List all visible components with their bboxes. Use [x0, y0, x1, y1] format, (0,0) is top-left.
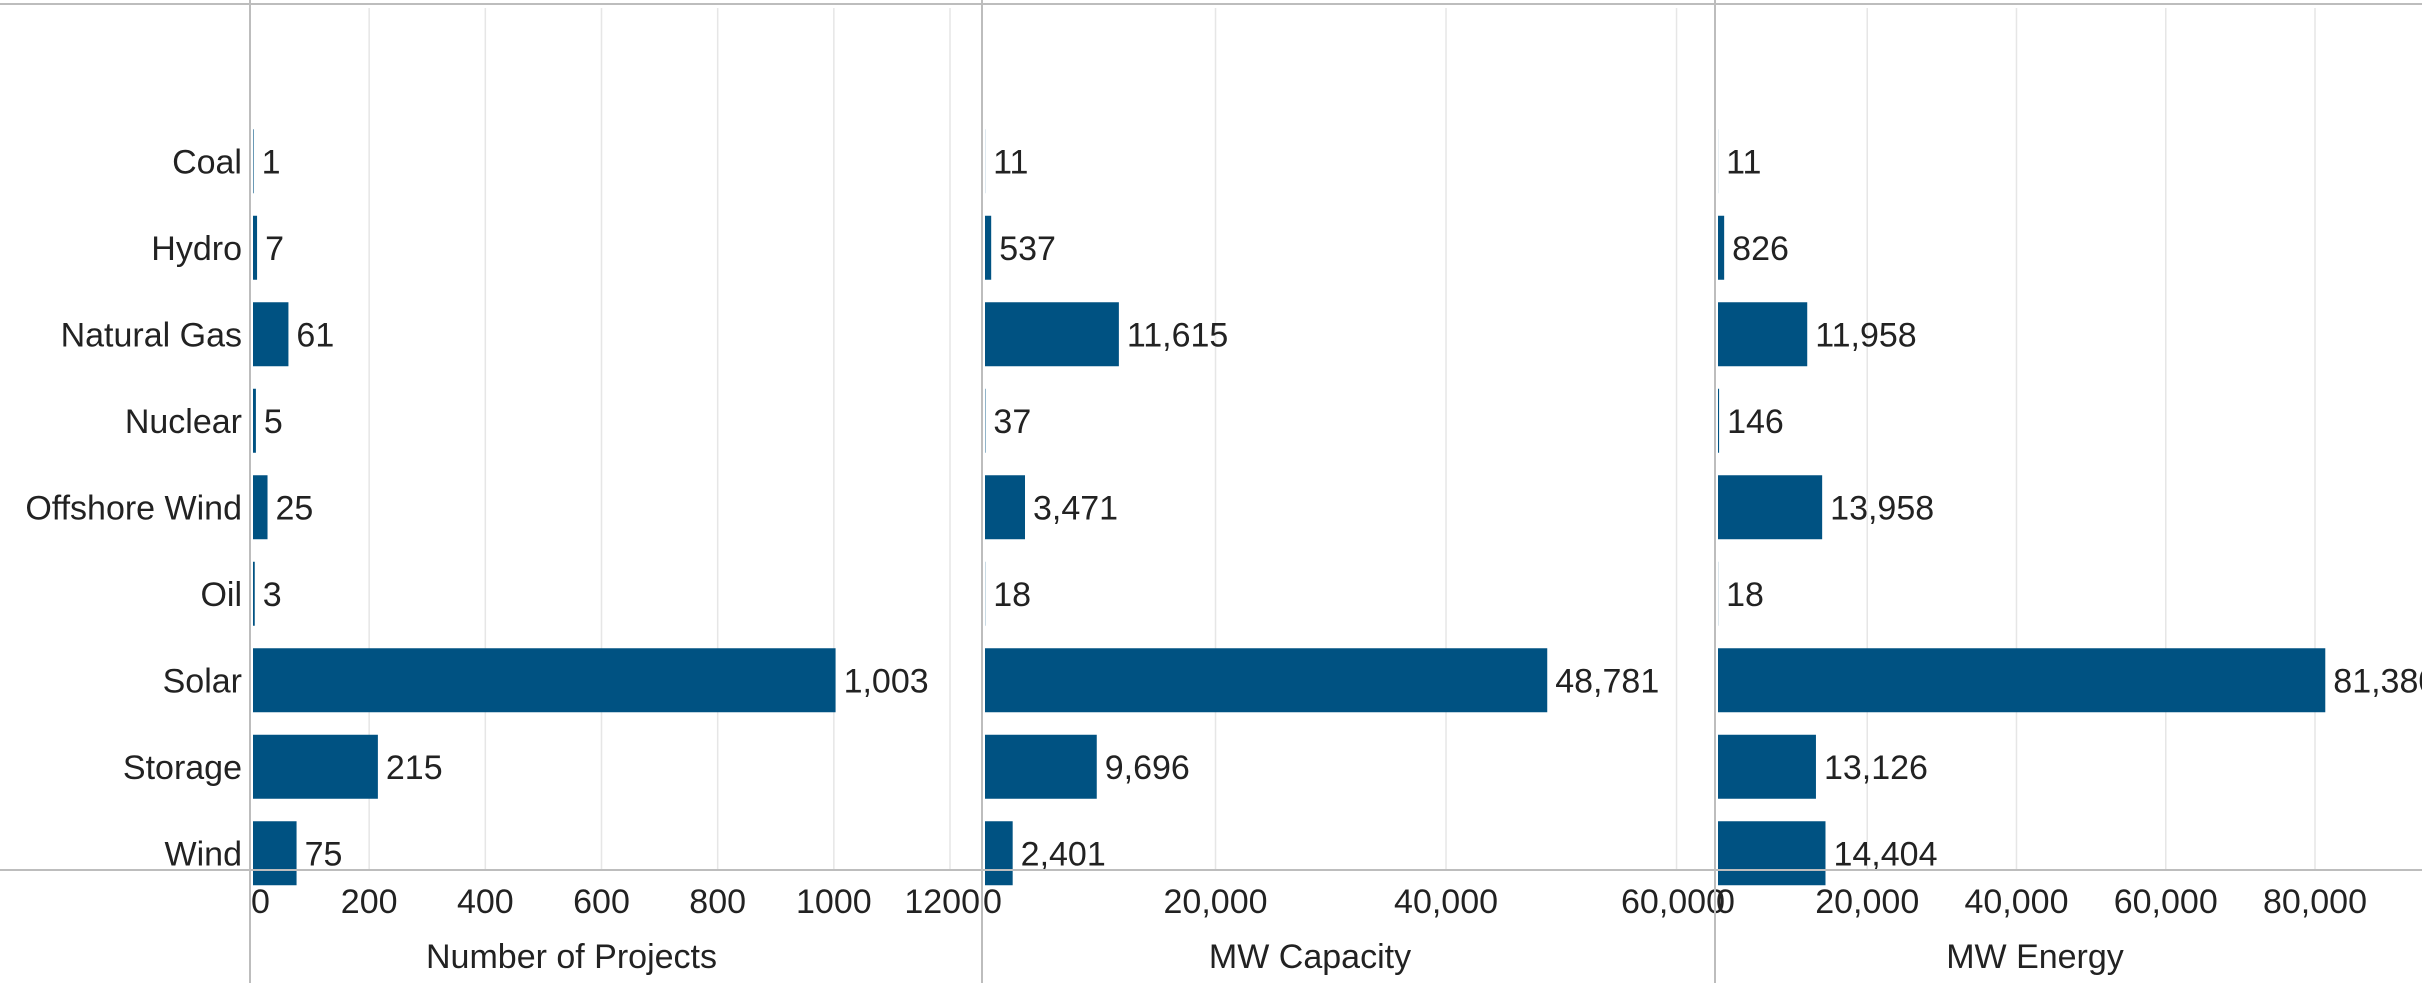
- value-label: 14,404: [1833, 835, 1937, 873]
- category-label: Coal: [172, 143, 242, 181]
- value-label: 13,126: [1824, 749, 1928, 787]
- value-label: 146: [1727, 403, 1784, 441]
- tick-label: 0: [983, 883, 1002, 921]
- bar-natural-gas: [253, 302, 288, 366]
- bar-oil: [253, 562, 255, 626]
- value-label: 2,401: [1021, 835, 1106, 873]
- bar-solar: [1718, 648, 2325, 712]
- tick-label: 60,000: [1621, 883, 1725, 921]
- tick-label: 200: [341, 883, 398, 921]
- bar-natural-gas: [1718, 302, 1807, 366]
- bar-natural-gas: [985, 302, 1119, 366]
- bar-storage: [985, 735, 1097, 799]
- bar-solar: [985, 648, 1547, 712]
- value-label: 13,958: [1830, 489, 1934, 527]
- value-label: 81,380: [2333, 662, 2422, 700]
- value-label: 9,696: [1105, 749, 1190, 787]
- tick-label: 800: [689, 883, 746, 921]
- value-label: 5: [264, 403, 283, 441]
- chart-panel-3: 11 826 11,958 146 13,958 18 81,380 13,126 14,404…: [1716, 8, 2422, 976]
- tick-label: 40,000: [1964, 883, 2068, 921]
- bar-hydro: [985, 216, 991, 280]
- tick-label: 20,000: [1164, 883, 1268, 921]
- value-label: 215: [386, 749, 443, 787]
- bar-wind: [253, 821, 297, 885]
- bar-coal: [253, 129, 254, 193]
- tick-label: 40,000: [1394, 883, 1498, 921]
- category-label: Wind: [165, 835, 242, 873]
- bar-hydro: [1718, 216, 1724, 280]
- tick-label: 1200: [904, 883, 980, 921]
- category-label: Oil: [200, 576, 242, 614]
- tick-label: 80,000: [2263, 883, 2367, 921]
- value-label: 25: [276, 489, 314, 527]
- category-label: Hydro: [151, 230, 242, 268]
- value-label: 11: [1726, 143, 1761, 181]
- value-label: 37: [993, 403, 1031, 441]
- value-label: 3,471: [1033, 489, 1118, 527]
- tick-label: 60,000: [2114, 883, 2218, 921]
- value-label: 11,615: [1127, 316, 1228, 354]
- value-label: 48,781: [1555, 662, 1659, 700]
- category-label: Offshore Wind: [25, 489, 242, 527]
- bar-offshore-wind: [1718, 475, 1822, 539]
- bar-wind: [985, 821, 1013, 885]
- x-axis-title: Number of Projects: [426, 938, 717, 976]
- value-label: 1,003: [844, 662, 929, 700]
- tick-label: 0: [1716, 883, 1735, 921]
- x-axis-title: MW Capacity: [1209, 938, 1411, 976]
- tick-label: 0: [251, 883, 270, 921]
- bar-offshore-wind: [253, 475, 268, 539]
- value-label: 3: [263, 576, 282, 614]
- tick-label: 600: [573, 883, 630, 921]
- category-label: Natural Gas: [61, 316, 242, 354]
- value-label: 75: [305, 835, 343, 873]
- category-label: Solar: [163, 662, 242, 700]
- value-label: 11,958: [1815, 316, 1916, 354]
- value-label: 826: [1732, 230, 1789, 268]
- bar-wind: [1718, 821, 1825, 885]
- value-label: 7: [265, 230, 284, 268]
- category-label: Storage: [123, 749, 242, 787]
- value-label: 18: [1726, 576, 1764, 614]
- bar-nuclear: [253, 389, 256, 453]
- category-label: Nuclear: [125, 403, 242, 441]
- chart-panel-1: 1 7 61 5 25 3 1,003 215 75 0 200 400 600 800 1000 1200 N…: [251, 8, 980, 976]
- value-label: 11: [993, 143, 1028, 181]
- bar-solar: [253, 648, 836, 712]
- tick-label: 20,000: [1815, 883, 1919, 921]
- value-label: 537: [999, 230, 1056, 268]
- chart-panel-2: 11 537 11,615 37 3,471 18 48,781 9,696 2,401 0 20,…: [983, 8, 1725, 976]
- bar-storage: [253, 735, 378, 799]
- bar-hydro: [253, 216, 257, 280]
- tick-label: 400: [457, 883, 514, 921]
- bar-storage: [1718, 735, 1816, 799]
- bar-nuclear: [1718, 389, 1719, 453]
- bar-offshore-wind: [985, 475, 1025, 539]
- x-axis-title: MW Energy: [1946, 938, 2124, 976]
- tick-label: 1000: [796, 883, 872, 921]
- value-label: 18: [993, 576, 1031, 614]
- value-label: 1: [262, 143, 281, 181]
- value-label: 61: [296, 316, 334, 354]
